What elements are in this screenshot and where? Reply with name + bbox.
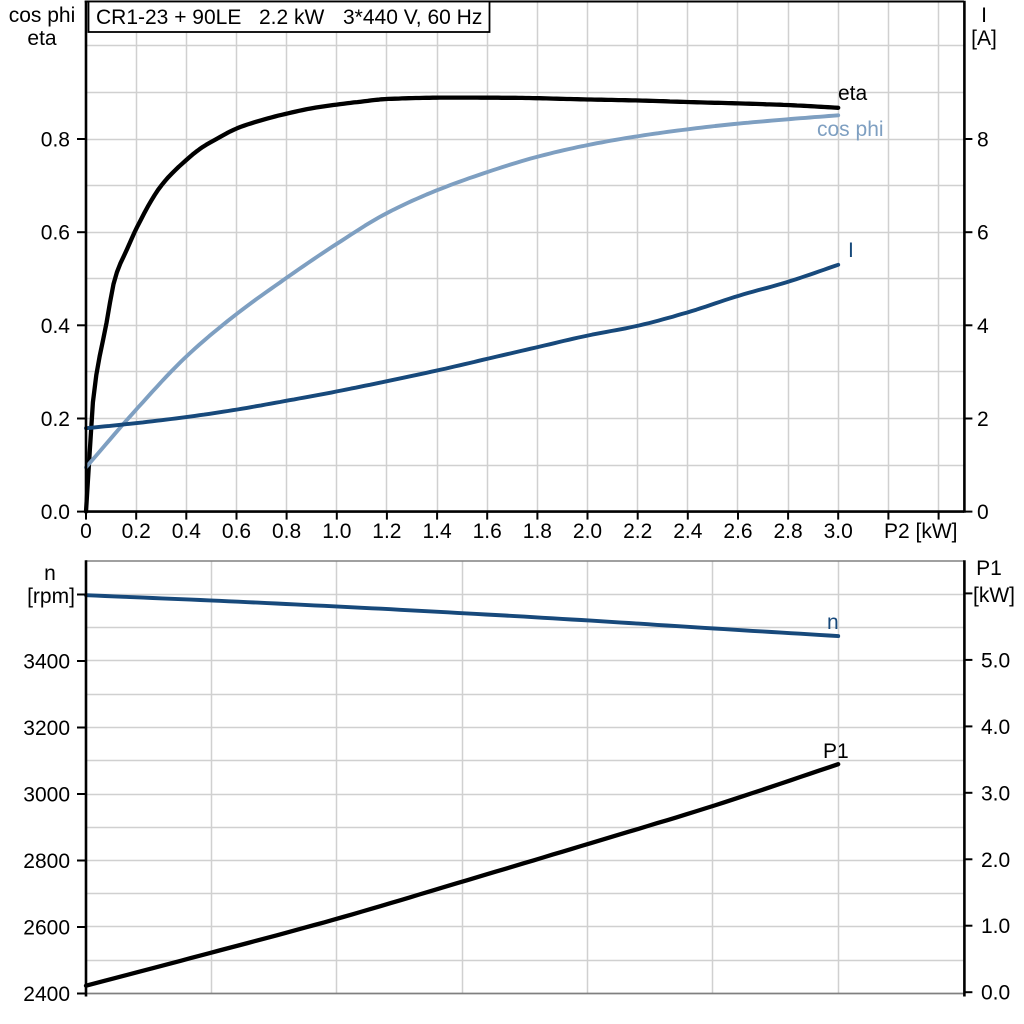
svg-text:[kW]: [kW]	[973, 584, 1015, 607]
svg-text:5.0: 5.0	[981, 649, 1010, 672]
svg-text:1.6: 1.6	[473, 520, 502, 543]
svg-text:eta: eta	[838, 82, 868, 105]
svg-text:1.8: 1.8	[523, 520, 552, 543]
svg-text:0.4: 0.4	[172, 520, 202, 543]
svg-text:1.0: 1.0	[981, 915, 1010, 938]
svg-text:[rpm]: [rpm]	[27, 585, 75, 608]
svg-text:I: I	[981, 4, 987, 27]
svg-text:P2 [kW]: P2 [kW]	[884, 520, 958, 543]
svg-text:0.8: 0.8	[41, 129, 70, 152]
svg-text:2.4: 2.4	[673, 520, 703, 543]
svg-text:4.0: 4.0	[981, 716, 1010, 739]
svg-text:2.8: 2.8	[773, 520, 802, 543]
svg-text:0.2: 0.2	[41, 408, 70, 431]
svg-text:2.6: 2.6	[723, 520, 752, 543]
svg-text:2800: 2800	[23, 850, 70, 873]
svg-text:2600: 2600	[23, 917, 70, 940]
svg-text:0.6: 0.6	[41, 222, 70, 245]
svg-text:cos phi: cos phi	[9, 4, 76, 27]
svg-text:1.4: 1.4	[422, 520, 452, 543]
svg-text:0.6: 0.6	[222, 520, 251, 543]
svg-text:0.8: 0.8	[272, 520, 301, 543]
svg-text:3200: 3200	[23, 717, 70, 740]
svg-text:CR1-23 + 90LE: CR1-23 + 90LE	[96, 6, 241, 29]
svg-text:2.2: 2.2	[623, 520, 652, 543]
svg-text:1.2: 1.2	[372, 520, 401, 543]
svg-text:0.2: 0.2	[122, 520, 151, 543]
svg-text:3*440 V, 60 Hz: 3*440 V, 60 Hz	[343, 6, 482, 29]
svg-text:0.0: 0.0	[41, 501, 70, 524]
svg-text:2400: 2400	[23, 983, 70, 1006]
svg-text:3.0: 3.0	[981, 782, 1010, 805]
svg-text:2: 2	[977, 408, 989, 431]
svg-text:2.0: 2.0	[573, 520, 602, 543]
svg-text:3.0: 3.0	[824, 520, 853, 543]
svg-text:eta: eta	[27, 27, 57, 50]
svg-text:3400: 3400	[23, 651, 70, 674]
svg-text:4: 4	[977, 315, 989, 338]
svg-text:2.0: 2.0	[981, 849, 1010, 872]
svg-text:P1: P1	[976, 557, 1002, 580]
svg-text:6: 6	[977, 222, 989, 245]
svg-text:[A]: [A]	[971, 27, 997, 50]
svg-text:1.0: 1.0	[322, 520, 351, 543]
svg-text:0: 0	[977, 501, 989, 524]
svg-text:I: I	[848, 239, 854, 262]
svg-text:0.0: 0.0	[981, 982, 1010, 1005]
svg-text:8: 8	[977, 129, 989, 152]
svg-text:0: 0	[80, 520, 92, 543]
svg-text:0.4: 0.4	[41, 315, 71, 338]
svg-text:3000: 3000	[23, 784, 70, 807]
svg-text:n: n	[827, 611, 839, 634]
svg-text:P1: P1	[823, 740, 849, 763]
svg-text:2.2 kW: 2.2 kW	[259, 6, 325, 29]
svg-text:cos phi: cos phi	[817, 118, 884, 141]
svg-text:n: n	[44, 562, 56, 585]
